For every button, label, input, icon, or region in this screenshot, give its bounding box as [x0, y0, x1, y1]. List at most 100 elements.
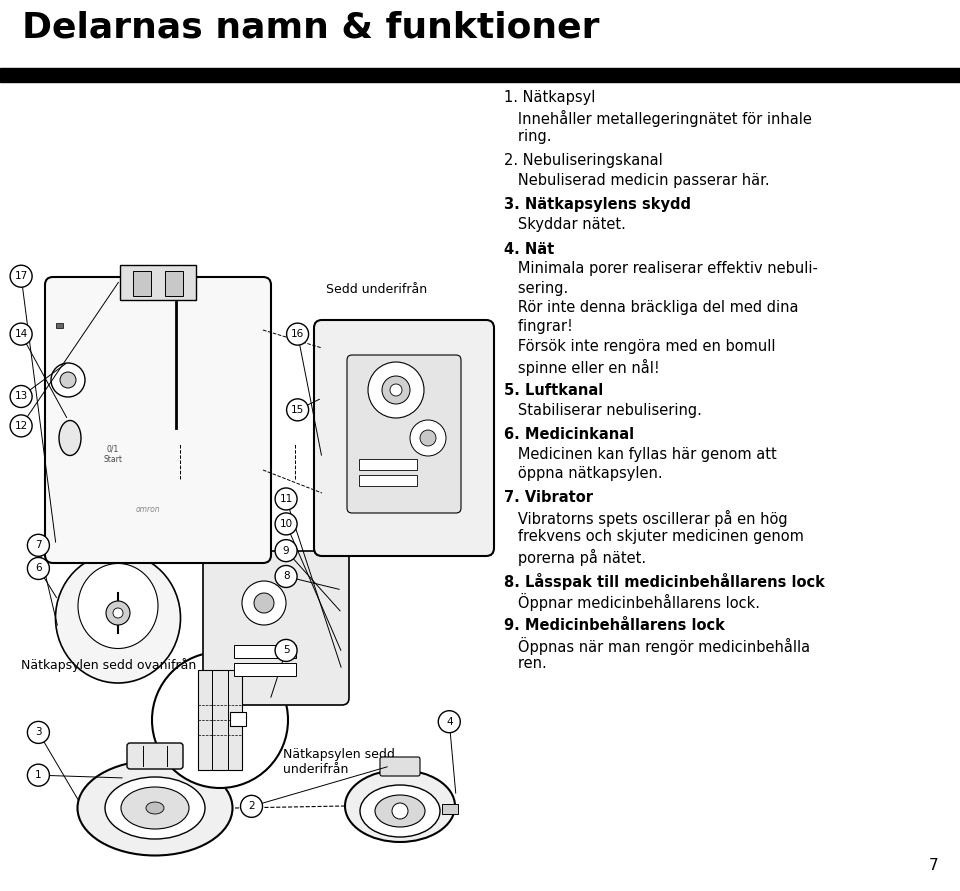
Text: 6. Medicinkanal: 6. Medicinkanal	[504, 427, 635, 442]
Text: Vibratorns spets oscillerar på en hög: Vibratorns spets oscillerar på en hög	[504, 510, 787, 527]
Text: Sedd underifrån: Sedd underifrån	[326, 283, 427, 297]
Circle shape	[11, 266, 32, 287]
FancyBboxPatch shape	[127, 743, 183, 769]
Text: öppna nätkapsylen.: öppna nätkapsylen.	[504, 466, 662, 481]
Bar	[165, 271, 183, 296]
Circle shape	[28, 535, 49, 556]
Text: Rör inte denna bräckliga del med dina: Rör inte denna bräckliga del med dina	[504, 300, 799, 315]
Text: Stabiliserar nebulisering.: Stabiliserar nebulisering.	[504, 403, 702, 418]
Text: 13: 13	[14, 391, 28, 402]
FancyBboxPatch shape	[347, 355, 461, 513]
Circle shape	[106, 601, 130, 625]
Circle shape	[28, 558, 49, 579]
Circle shape	[276, 488, 297, 510]
Circle shape	[152, 652, 288, 788]
Circle shape	[276, 540, 297, 561]
Text: Försök inte rengöra med en bomull: Försök inte rengöra med en bomull	[504, 339, 776, 354]
Circle shape	[410, 420, 446, 456]
Circle shape	[28, 722, 49, 743]
Text: Nebuliserad medicin passerar här.: Nebuliserad medicin passerar här.	[504, 173, 770, 188]
Circle shape	[439, 711, 460, 732]
Ellipse shape	[121, 787, 189, 829]
Text: porerna på nätet.: porerna på nätet.	[504, 549, 646, 566]
Bar	[359, 475, 417, 486]
Bar	[0, 68, 960, 82]
Text: 14: 14	[14, 329, 28, 339]
Circle shape	[241, 796, 262, 817]
Text: 11: 11	[279, 494, 293, 504]
Bar	[230, 712, 246, 726]
Text: 3. Nätkapsylens skydd: 3. Nätkapsylens skydd	[504, 198, 691, 212]
Text: 0/1
Start: 0/1 Start	[104, 445, 123, 464]
Text: Delarnas namn & funktioner: Delarnas namn & funktioner	[22, 10, 599, 44]
Bar	[198, 670, 242, 770]
Ellipse shape	[78, 761, 232, 855]
Text: 9. Medicinbehållarens lock: 9. Medicinbehållarens lock	[504, 617, 725, 633]
Text: 5. Luftkanal: 5. Luftkanal	[504, 383, 603, 398]
Bar	[234, 645, 296, 658]
Text: 1. Nätkapsyl: 1. Nätkapsyl	[504, 90, 595, 105]
Circle shape	[113, 608, 123, 618]
Text: 2: 2	[249, 801, 254, 812]
Circle shape	[11, 323, 32, 345]
Text: 7: 7	[36, 540, 41, 551]
Ellipse shape	[78, 563, 158, 649]
Text: Skyddar nätet.: Skyddar nätet.	[504, 217, 626, 232]
FancyBboxPatch shape	[314, 320, 494, 556]
Text: ren.: ren.	[504, 657, 547, 672]
Text: 4. Nät: 4. Nät	[504, 241, 554, 257]
Circle shape	[242, 581, 286, 625]
Ellipse shape	[105, 777, 205, 839]
Circle shape	[368, 362, 424, 418]
Circle shape	[28, 764, 49, 786]
Circle shape	[287, 323, 308, 345]
Bar	[133, 271, 151, 296]
Text: 17: 17	[14, 271, 28, 282]
Circle shape	[392, 803, 408, 819]
Text: Medicinen kan fyllas här genom att: Medicinen kan fyllas här genom att	[504, 446, 777, 462]
Circle shape	[11, 415, 32, 437]
Text: frekvens och skjuter medicinen genom: frekvens och skjuter medicinen genom	[504, 529, 804, 544]
Circle shape	[254, 593, 274, 613]
Ellipse shape	[375, 795, 425, 827]
Circle shape	[382, 376, 410, 404]
Bar	[56, 323, 63, 328]
Ellipse shape	[360, 785, 440, 837]
Text: 1: 1	[36, 770, 41, 781]
Circle shape	[276, 640, 297, 661]
Text: ring.: ring.	[504, 129, 551, 144]
Text: 12: 12	[14, 421, 28, 431]
Ellipse shape	[59, 421, 81, 455]
Text: 9: 9	[283, 545, 289, 556]
Ellipse shape	[345, 770, 455, 842]
Text: fingrar!: fingrar!	[504, 320, 573, 334]
Circle shape	[60, 372, 76, 388]
Text: 6: 6	[36, 563, 41, 574]
Text: Öppnas när man rengör medicinbehålla: Öppnas när man rengör medicinbehålla	[504, 637, 810, 655]
Circle shape	[276, 513, 297, 535]
Text: Öppnar medicinbehållarens lock.: Öppnar medicinbehållarens lock.	[504, 593, 760, 611]
Text: 15: 15	[291, 405, 304, 415]
Bar	[442, 804, 458, 814]
Text: 16: 16	[291, 329, 304, 339]
Text: Nätkapsylen sedd ovanifrån: Nätkapsylen sedd ovanifrån	[21, 658, 197, 672]
Text: 10: 10	[279, 519, 293, 529]
Circle shape	[390, 384, 402, 396]
Circle shape	[276, 566, 297, 587]
Bar	[120, 265, 196, 300]
Text: 8. Låsspak till medicinbehållarens lock: 8. Låsspak till medicinbehållarens lock	[504, 574, 825, 591]
Text: 5: 5	[283, 645, 289, 656]
FancyBboxPatch shape	[380, 757, 420, 776]
FancyBboxPatch shape	[203, 551, 349, 705]
Text: Innehåller metallegeringnätet för inhale: Innehåller metallegeringnätet för inhale	[504, 110, 812, 127]
Text: 2. Nebuliseringskanal: 2. Nebuliseringskanal	[504, 153, 662, 168]
Bar	[234, 663, 296, 676]
Text: spinne eller en nål!: spinne eller en nål!	[504, 358, 660, 375]
Ellipse shape	[56, 553, 180, 683]
FancyBboxPatch shape	[45, 277, 271, 563]
Bar	[359, 459, 417, 470]
Text: 7: 7	[928, 858, 938, 873]
Text: 8: 8	[283, 571, 289, 582]
Circle shape	[11, 386, 32, 407]
Text: 7. Vibrator: 7. Vibrator	[504, 491, 593, 505]
